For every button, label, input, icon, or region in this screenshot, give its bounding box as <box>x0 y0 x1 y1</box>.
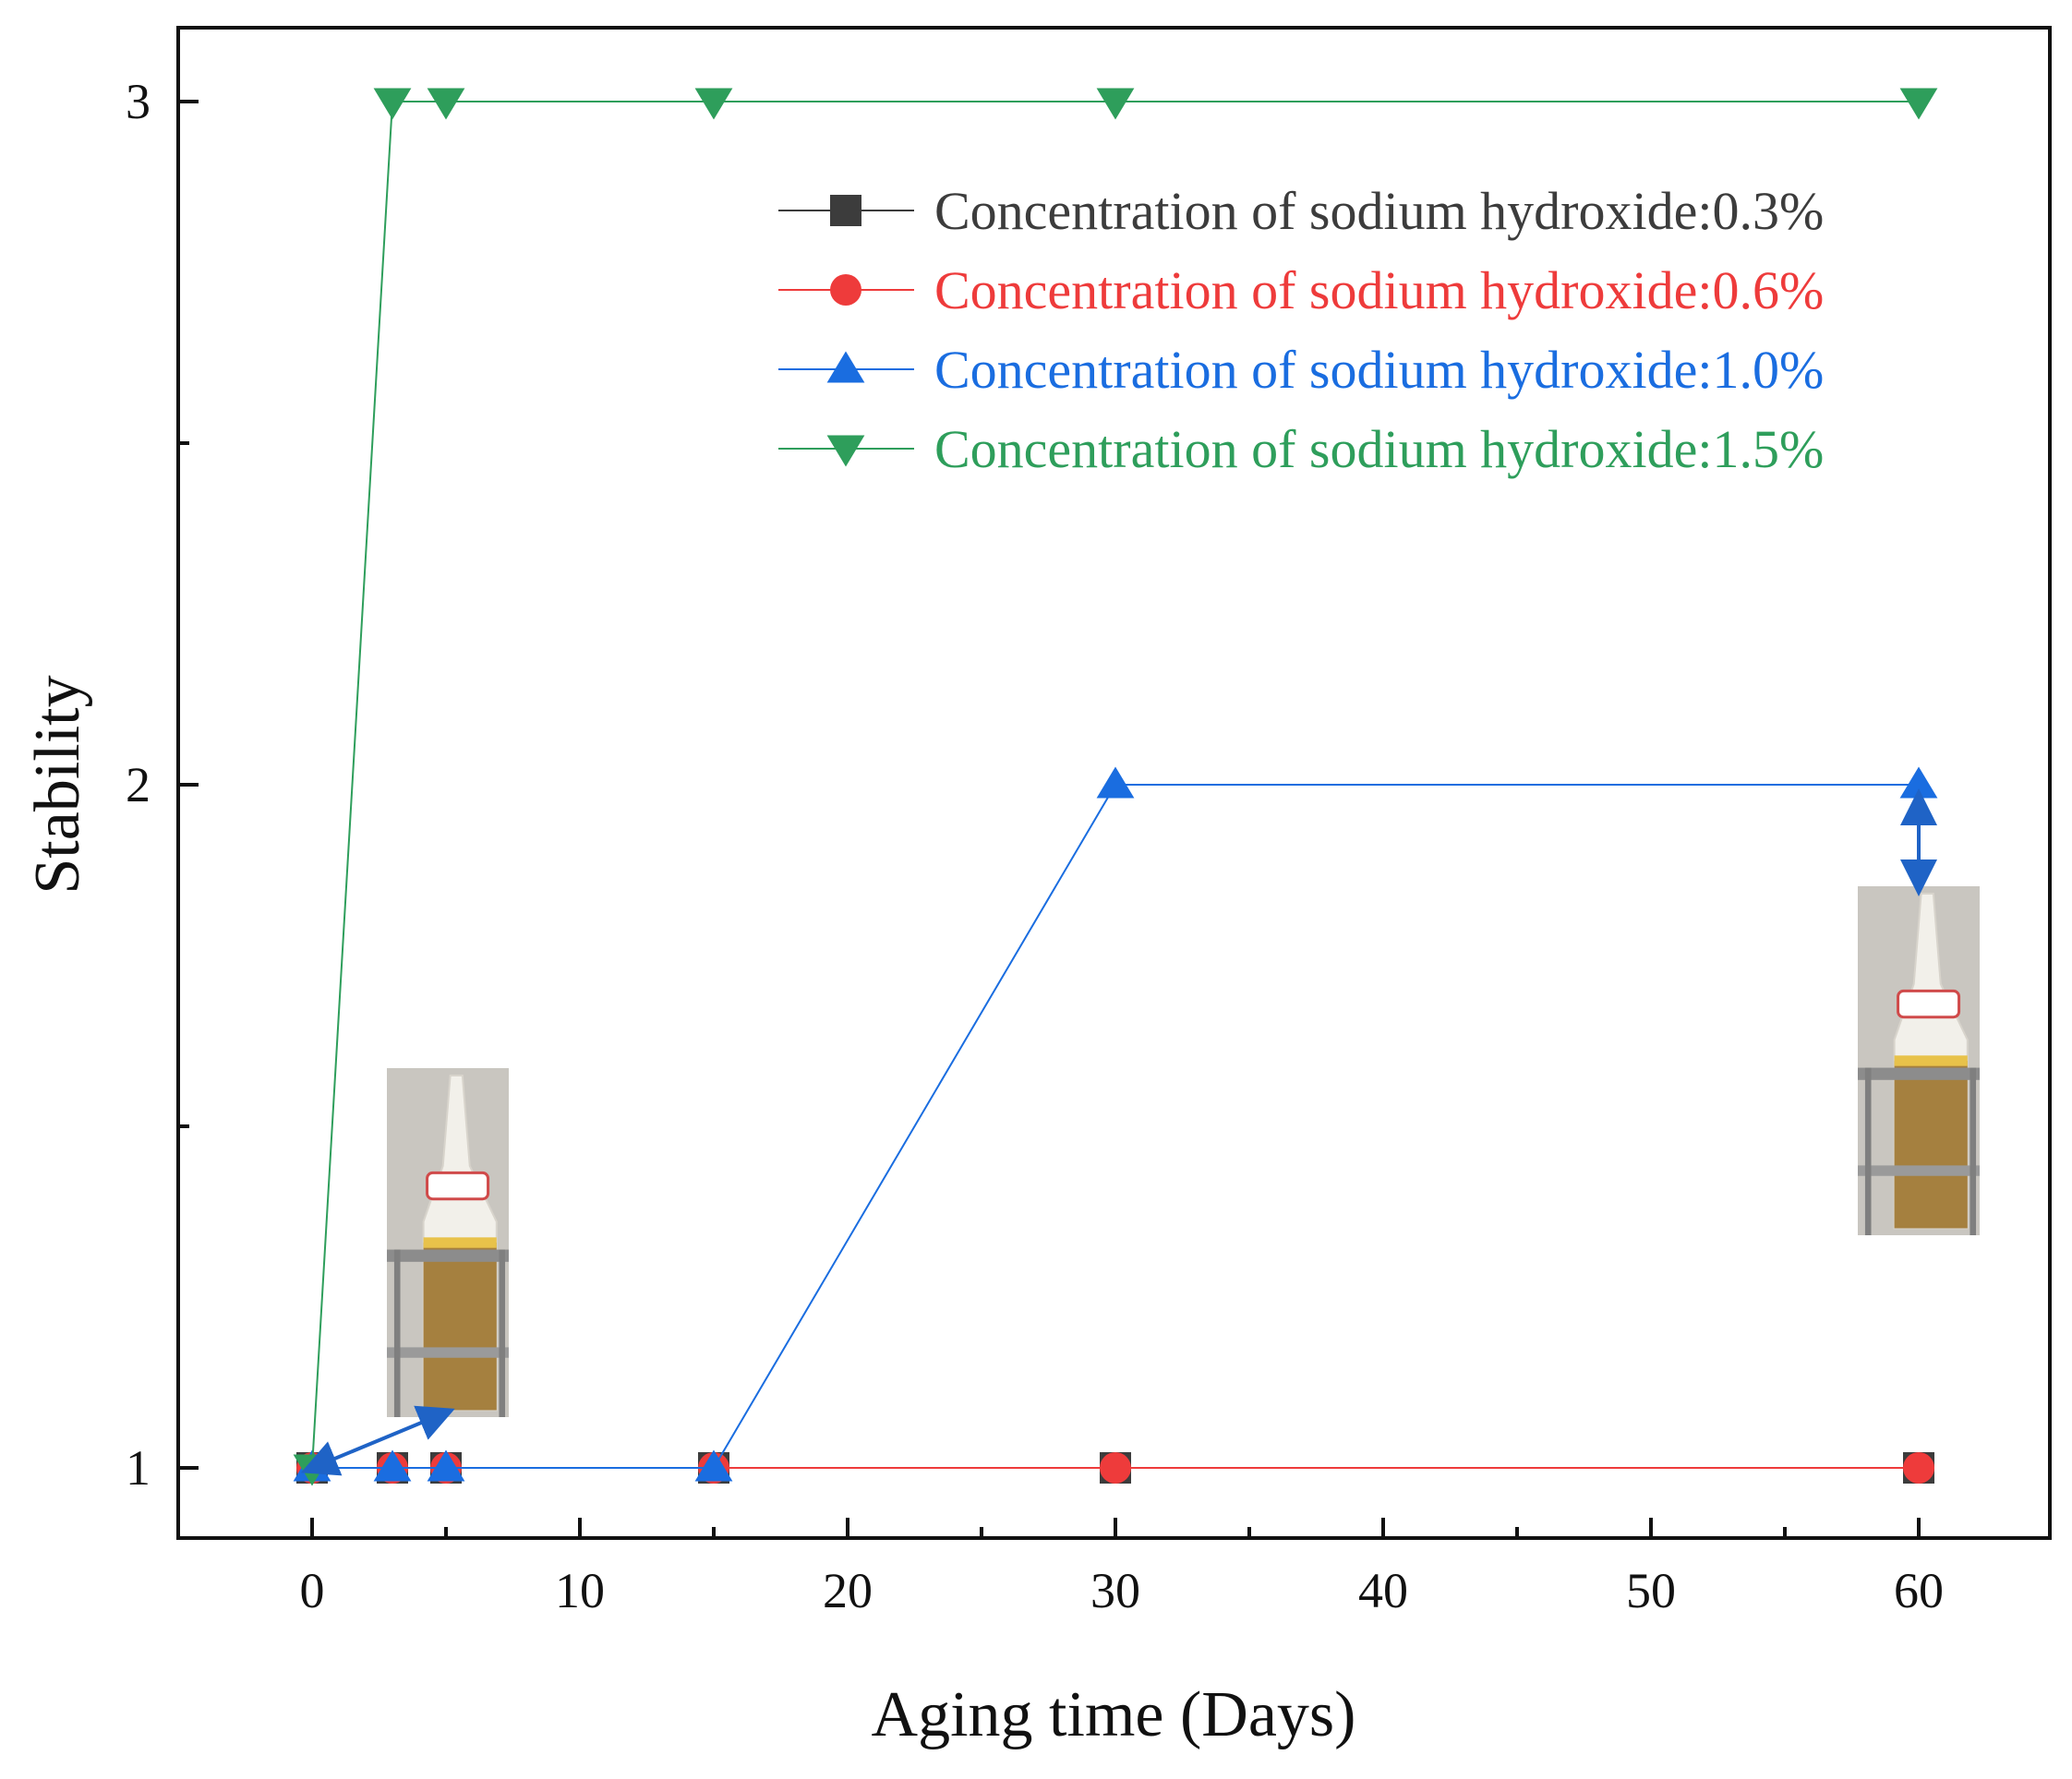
series-line <box>312 784 1919 1469</box>
y-tick-label: 2 <box>126 757 151 812</box>
data-point <box>427 88 465 120</box>
rack-post <box>1970 1067 1977 1235</box>
y-axis-title: Stability <box>22 675 93 894</box>
legend-marker <box>826 435 865 467</box>
legend-label: Concentration of sodium hydroxide:0.6% <box>934 260 1824 320</box>
legend-marker <box>830 274 861 306</box>
rack-bar <box>387 1347 509 1358</box>
rack-bar <box>1858 1165 1980 1176</box>
rack-post <box>499 1249 506 1417</box>
legend-label: Concentration of sodium hydroxide:0.3% <box>934 181 1824 241</box>
liquid-layer <box>423 1237 497 1248</box>
photo-inset-early <box>387 1068 509 1417</box>
data-point <box>694 1449 733 1482</box>
legend-entry: Concentration of sodium hydroxide:1.0% <box>778 340 1824 400</box>
x-tick-label: 60 <box>1894 1563 1944 1618</box>
y-tick-label: 1 <box>126 1440 151 1496</box>
legend-marker <box>830 195 861 226</box>
data-point <box>694 88 733 120</box>
legend-label: Concentration of sodium hydroxide:1.5% <box>934 419 1824 479</box>
x-tick-label: 10 <box>555 1563 605 1618</box>
data-point <box>1096 766 1135 799</box>
x-tick-label: 50 <box>1626 1563 1676 1618</box>
x-tick-label: 30 <box>1090 1563 1140 1618</box>
data-point <box>1903 1452 1934 1484</box>
axis-ticks: 0 10 20 30 40 50 60 1 2 3 <box>126 74 1944 1618</box>
rack-post <box>393 1249 401 1417</box>
rack-post <box>1864 1067 1872 1235</box>
y-tick-label: 3 <box>126 74 151 129</box>
series-3 <box>293 766 1938 1482</box>
legend-entry: Concentration of sodium hydroxide:0.6% <box>778 260 1824 320</box>
series-line <box>311 101 1919 1469</box>
rack-bar <box>387 1249 509 1262</box>
data-point <box>1100 1452 1131 1484</box>
data-point <box>1096 88 1135 120</box>
legend-label: Concentration of sodium hydroxide:1.0% <box>934 340 1824 400</box>
x-tick-label: 20 <box>823 1563 873 1618</box>
legend: Concentration of sodium hydroxide:0.3% Co… <box>778 181 1824 479</box>
legend-marker <box>826 351 865 383</box>
data-point <box>373 88 412 120</box>
rack-bar <box>1858 1067 1980 1080</box>
data-point <box>1899 766 1938 799</box>
data-point <box>1899 88 1938 120</box>
photo-inset-day60 <box>1858 886 1980 1235</box>
legend-entry: Concentration of sodium hydroxide:1.5% <box>778 419 1824 479</box>
bottle-label-sticker <box>426 1171 490 1201</box>
bottle-label-sticker <box>1897 989 1961 1019</box>
x-axis-title: Aging time (Days) <box>872 1679 1356 1750</box>
liquid-layer <box>1894 1055 1968 1066</box>
bottle-liquid <box>1894 1061 1968 1229</box>
x-tick-label: 40 <box>1358 1563 1408 1618</box>
legend-entry: Concentration of sodium hydroxide:0.3% <box>778 181 1824 241</box>
bottle-liquid <box>423 1243 497 1411</box>
x-tick-label: 0 <box>300 1563 325 1618</box>
annotation-arrow <box>300 1405 455 1476</box>
photo-insets <box>300 788 1980 1476</box>
